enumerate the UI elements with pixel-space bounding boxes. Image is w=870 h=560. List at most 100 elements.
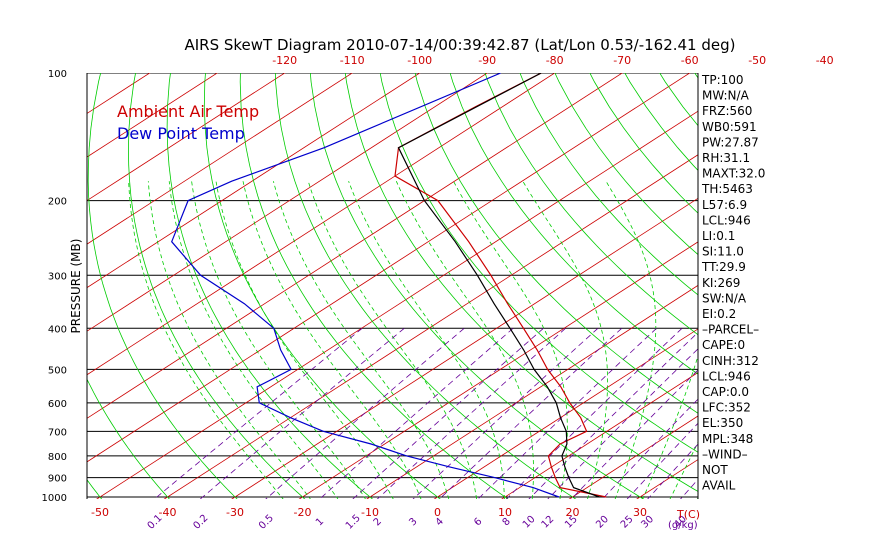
dry-adiabat-line <box>274 73 577 499</box>
mixing-ratio-label: 2 <box>372 516 384 528</box>
stability-index: TT:29.9 <box>701 260 746 274</box>
dry-adiabat-line <box>554 73 698 256</box>
mixing-ratio-label: 12 <box>540 514 557 531</box>
mixing-ratio-lines <box>153 327 698 499</box>
top-temp-tick-label: -90 <box>478 54 496 67</box>
pressure-tick-labels: 100 200 300 400 500 600 700 800 900 1000 <box>42 69 67 504</box>
dry-adiabat-line <box>239 73 509 499</box>
moist-adiabat-line <box>605 180 657 499</box>
isotherm-line <box>87 73 691 463</box>
isotherm-line <box>87 73 218 158</box>
bottom-temp-tick-label: 20 <box>566 506 580 519</box>
moist-adiabat-line <box>642 354 698 499</box>
pressure-tick-label: 600 <box>48 399 67 410</box>
mixing-ratio-line <box>601 398 698 499</box>
isotherm-line <box>87 73 623 419</box>
mixing-ratio-label: 1.5 <box>344 513 363 532</box>
dry-adiabat-line <box>0 54 39 506</box>
moist-adiabat-line <box>307 181 478 499</box>
stability-index: NOT <box>702 463 728 477</box>
dry-adiabat-lines <box>0 54 870 506</box>
top-temp-tick-label: -120 <box>272 54 297 67</box>
isotherm-line <box>298 241 698 499</box>
isotherm-line <box>87 73 353 245</box>
dry-adiabat-line <box>309 73 645 499</box>
stability-index: –WIND– <box>702 447 748 461</box>
moist-adiabat-line <box>453 181 568 499</box>
series-dew-point-temp <box>171 73 560 498</box>
stability-index: CINH:312 <box>702 354 759 368</box>
bottom-temperature-labels: -50 -40 -30 -20 -10 0 10 20 30 <box>91 506 647 519</box>
pressure-tick-label: 500 <box>48 365 67 376</box>
isotherm-line <box>87 73 151 114</box>
moist-adiabat-line <box>273 181 450 499</box>
stability-index: CAPE:0 <box>702 338 745 352</box>
stability-index: TH:5463 <box>701 182 753 196</box>
mixing-ratio-line <box>438 328 622 499</box>
pressure-tick-label: 100 <box>48 69 67 80</box>
dry-adiabat-line <box>851 54 870 506</box>
mixing-ratio-label: 0.5 <box>257 513 276 532</box>
stability-index: LFC:352 <box>702 401 751 415</box>
stability-index: L57:6.9 <box>702 198 747 212</box>
stability-index: SW:N/A <box>702 291 747 305</box>
dry-adiabat-line <box>484 73 698 336</box>
moist-adiabat-line <box>128 181 284 499</box>
moist-adiabat-lines <box>128 180 698 499</box>
mixing-ratio-label: 3 <box>407 516 419 528</box>
dry-adiabat-line <box>449 73 698 375</box>
top-temperature-labels: -120 -110 -100 -90 -80 -70 -60 -50 -40 <box>272 54 833 67</box>
bottom-temp-tick-label: -50 <box>91 506 109 519</box>
mixing-ratio-line <box>153 327 363 499</box>
mixing-ratio-line <box>528 331 698 499</box>
chart-title: AIRS SkewT Diagram 2010-07-14/00:39:42.8… <box>184 36 735 54</box>
dry-adiabat-line <box>166 73 374 499</box>
stability-index: KI:269 <box>702 276 740 290</box>
pressure-tick-label: 400 <box>48 324 67 335</box>
moist-adiabat-line <box>242 181 422 499</box>
pressure-tick-label: 300 <box>48 271 67 282</box>
stability-index: EL:350 <box>702 416 743 430</box>
stability-index: SI:11.0 <box>702 245 744 259</box>
isotherm-line <box>366 284 698 499</box>
stability-index: LCL:946 <box>702 213 751 227</box>
mixing-ratio-line <box>505 328 683 499</box>
top-temp-tick-label: -80 <box>546 54 564 67</box>
dry-adiabat-line <box>203 73 441 499</box>
moist-adiabat-line <box>147 181 311 499</box>
mixing-ratio-label: 1 <box>314 516 326 528</box>
pressure-tick-label: 700 <box>48 427 67 438</box>
dry-adiabat-line <box>127 73 306 499</box>
mixing-ratio-line <box>376 328 566 499</box>
legend-ambient-air-temp: Ambient Air Temp <box>117 102 259 121</box>
stability-index: MAXT:32.0 <box>702 167 765 181</box>
stability-index: AVAIL <box>702 479 736 493</box>
mixing-ratio-line <box>319 327 514 499</box>
stability-index: LCL:946 <box>702 369 751 383</box>
mixing-ratio-label: 0.2 <box>191 513 210 532</box>
bottom-temp-tick-label: 0 <box>434 506 441 519</box>
top-temp-tick-label: -60 <box>681 54 699 67</box>
stability-index: RH:31.1 <box>702 151 750 165</box>
isotherm-line <box>568 415 698 499</box>
isotherm-line <box>87 73 286 202</box>
profile-series <box>171 73 607 498</box>
series-ambient-air-temp <box>394 73 607 498</box>
bottom-temp-tick-label: 30 <box>633 506 647 519</box>
isotherm-line <box>87 73 421 289</box>
x-unit-label: T(C) <box>676 508 700 521</box>
stability-index: MPL:348 <box>702 432 753 446</box>
stability-index: –PARCEL– <box>702 323 759 337</box>
mixing-unit-label: (g/kg) <box>668 520 698 531</box>
legend-dew-point-temp: Dew Point Temp <box>117 124 245 143</box>
dry-adiabat-line <box>414 73 698 414</box>
moist-adiabat-line <box>348 181 505 499</box>
isotherm-line <box>0 54 45 506</box>
mixing-ratio-line <box>547 348 698 499</box>
pressure-tick-label: 900 <box>48 474 67 485</box>
stability-index: TP:100 <box>701 73 744 87</box>
isotherm-line <box>231 197 698 499</box>
stability-index: EI:0.2 <box>702 307 736 321</box>
